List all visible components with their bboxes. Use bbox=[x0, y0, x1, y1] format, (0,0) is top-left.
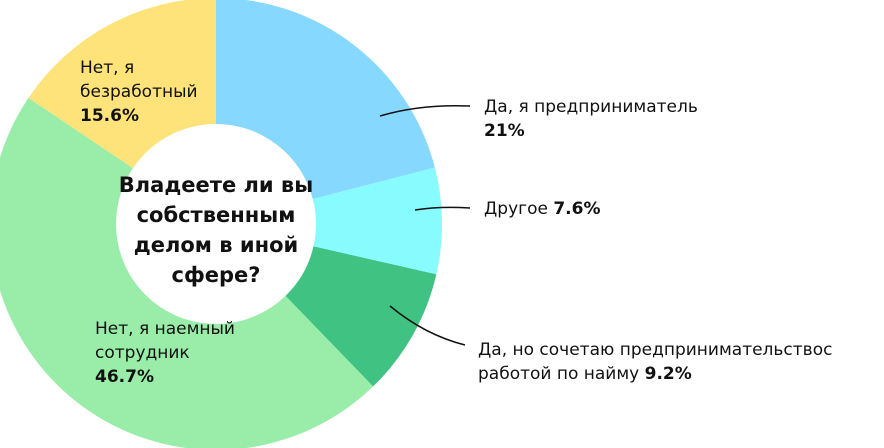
value-label: 7.6% bbox=[553, 199, 601, 219]
value-label: 21% bbox=[484, 121, 525, 141]
category-label: Нет, я наемный сотрудник bbox=[95, 319, 235, 363]
leader-line bbox=[389, 305, 466, 346]
value-label: 9.2% bbox=[644, 364, 692, 384]
category-label: Да, я предприниматель bbox=[484, 97, 698, 117]
slice-label: Да, но сочетаю предпринимательствос рабо… bbox=[478, 338, 878, 386]
slice-label: Нет, я наемный сотрудник 46.7% bbox=[95, 317, 255, 389]
category-label: Другое bbox=[484, 199, 548, 219]
leader-lines bbox=[379, 104, 471, 346]
chart-title: Владеете ли вы собственным делом в иной … bbox=[118, 173, 314, 287]
slice-label: Нет, я безработный 15.6% bbox=[80, 56, 215, 128]
donut-slice bbox=[0, 97, 374, 448]
donut-slice bbox=[216, 0, 435, 200]
leader-line bbox=[379, 104, 471, 117]
donut-slice bbox=[285, 246, 437, 387]
donut-slice bbox=[312, 167, 443, 275]
slice-label: Да, я предприниматель 21% bbox=[484, 95, 784, 143]
value-label: 15.6% bbox=[80, 106, 139, 126]
value-label: 46.7% bbox=[95, 367, 154, 387]
leader-line bbox=[414, 206, 471, 211]
category-label: Да, но сочетаю предпринимательствос рабо… bbox=[478, 340, 833, 384]
slice-label: Другое 7.6% bbox=[484, 197, 784, 221]
category-label: Нет, я безработный bbox=[80, 58, 198, 102]
donut-slice bbox=[28, 0, 216, 169]
